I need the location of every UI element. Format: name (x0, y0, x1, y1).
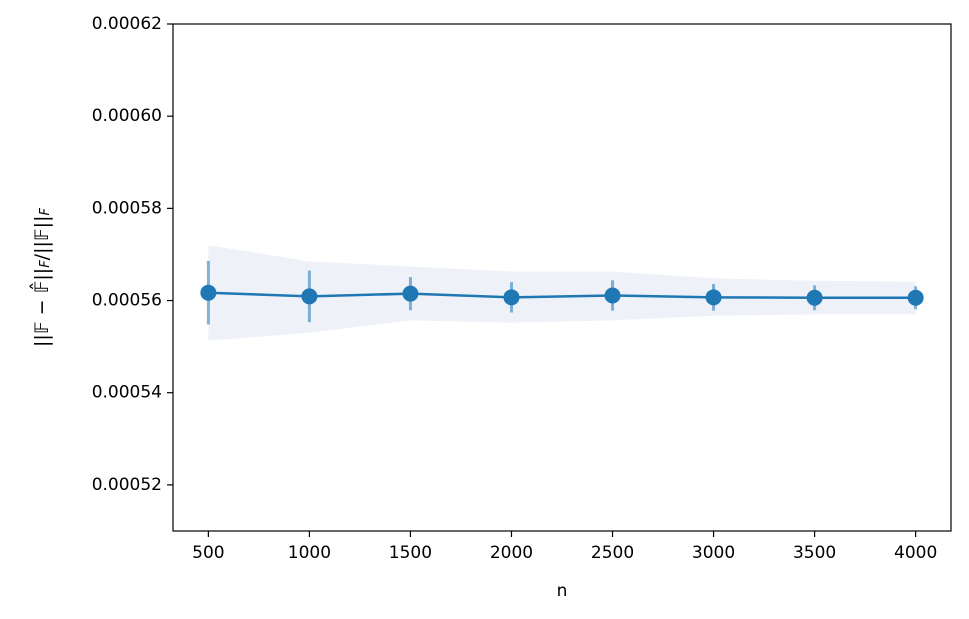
x-tick-label: 500 (192, 543, 224, 563)
x-tick-label: 2000 (490, 543, 533, 563)
y-tick-label: 0.00056 (92, 291, 162, 311)
confidence-band (208, 245, 916, 341)
y-axis-label-part: F (38, 207, 53, 215)
x-tick-label: 1500 (389, 543, 432, 563)
y-tick-label: 0.00062 (92, 14, 162, 34)
y-tick-label: 0.00054 (92, 383, 162, 403)
data-point (907, 289, 924, 306)
x-axis-label: n (557, 581, 568, 601)
data-point (402, 285, 419, 302)
data-point (604, 287, 621, 304)
x-tick-label: 2500 (591, 543, 634, 563)
y-axis-label-part: F (38, 260, 53, 268)
data-point (301, 288, 318, 305)
y-tick-label: 0.00060 (92, 106, 162, 126)
data-point (200, 284, 217, 301)
data-point (503, 289, 520, 306)
x-tick-label: 4000 (894, 543, 937, 563)
y-tick-label: 0.00052 (92, 475, 162, 495)
series-line (208, 291, 916, 300)
x-tick-label: 1000 (288, 543, 331, 563)
y-tick-label: 0.00058 (92, 198, 162, 218)
data-point (806, 289, 823, 306)
data-point (705, 289, 722, 306)
x-tick-label: 3500 (793, 543, 836, 563)
x-tick-label: 3000 (692, 543, 735, 563)
y-axis-label: ||𝔽 − 𝔽̂||F/||𝔽||F (28, 207, 53, 347)
y-axis-label-part: /||𝔽|| (31, 215, 53, 260)
plot-frame (172, 23, 952, 532)
y-axis-label-part: ||𝔽 − 𝔽̂|| (28, 268, 52, 347)
